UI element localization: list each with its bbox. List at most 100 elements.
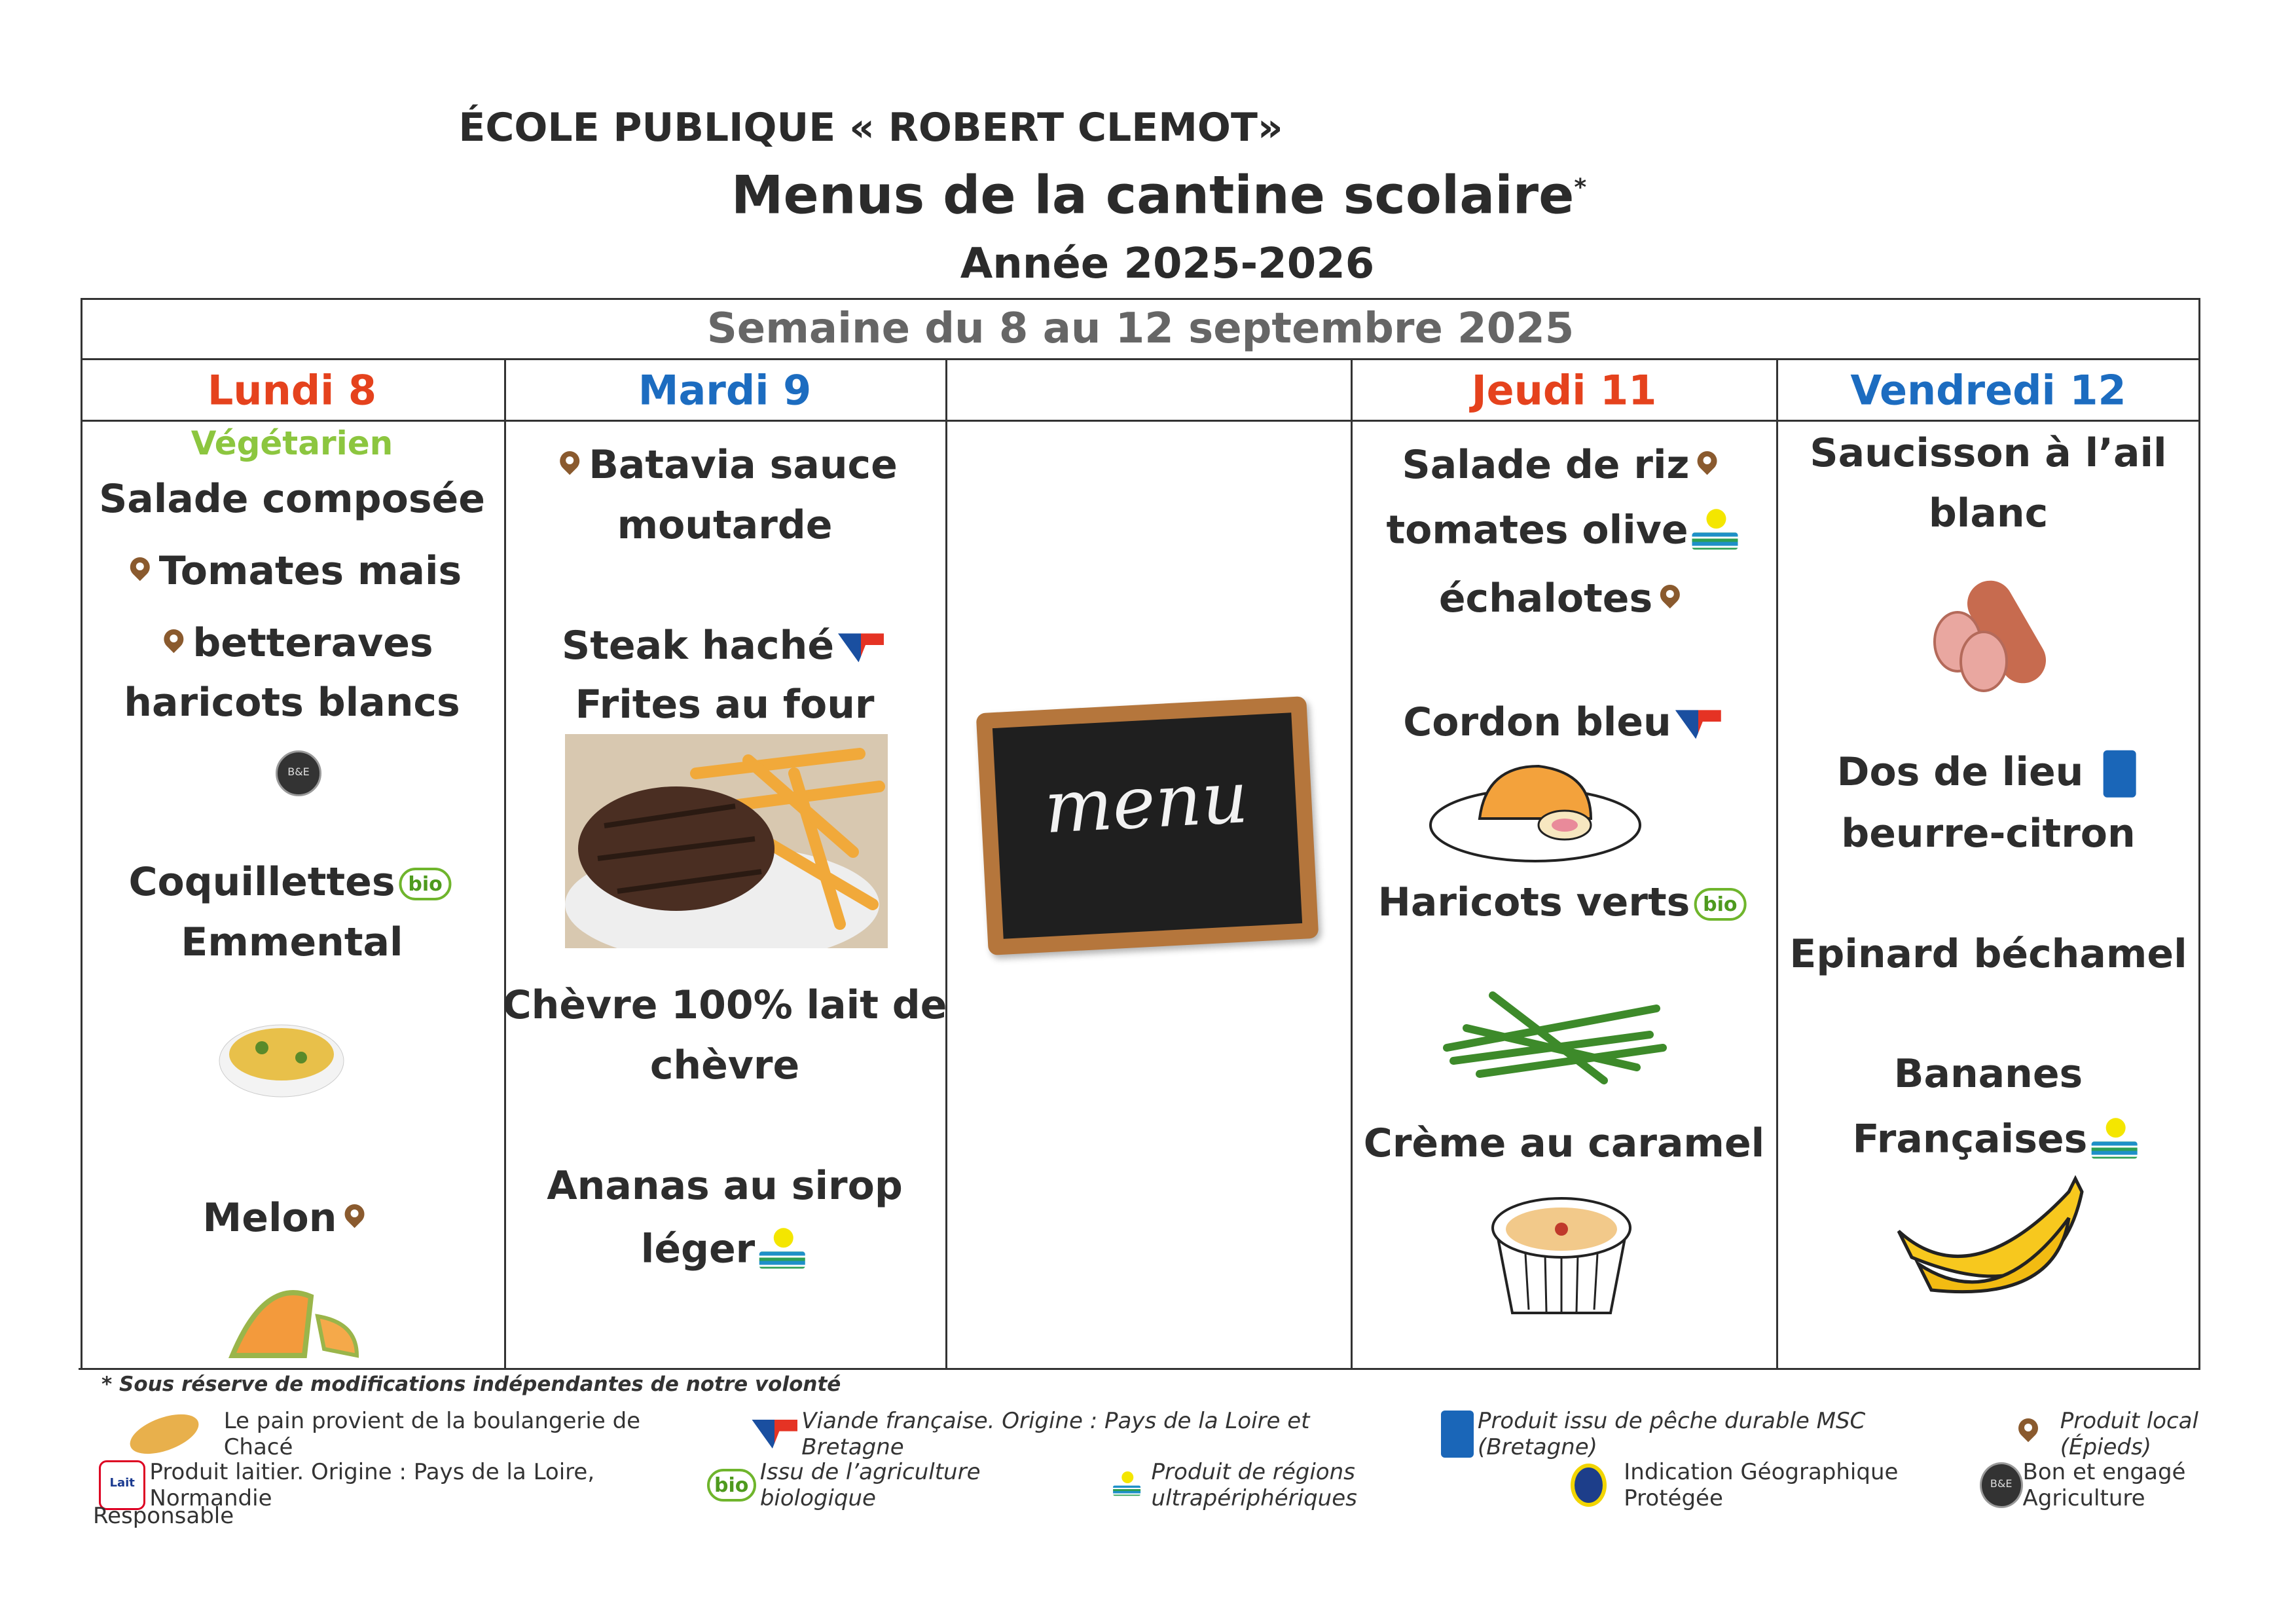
menu-item-text: Dos de lieu <box>1836 748 2084 795</box>
legend-text: Viande française. Origine : Pays de la L… <box>801 1408 1310 1460</box>
menu-item: Salade composée <box>99 476 485 522</box>
legend-row-1: Le pain provient de la boulangerie de Ch… <box>124 1406 2296 1462</box>
menu-item: Batavia sauce <box>552 442 898 488</box>
local-pin-icon <box>160 627 189 663</box>
menu-item: Coquillettes bio <box>128 859 455 905</box>
title-text: Menus de la cantine scolaire <box>731 164 1575 226</box>
bon-engage-icon: B&E <box>1979 1462 2023 1508</box>
local-pin-icon <box>2014 1416 2043 1452</box>
legend-text: Indication Géographique Protégée <box>1624 1459 1899 1511</box>
menu-item-text: échalotes <box>1438 576 1653 621</box>
table-border-bottom <box>79 1368 2200 1370</box>
menu-item: haricots blancs <box>124 680 460 726</box>
title-asterisk: * <box>1574 174 1587 201</box>
column-divider <box>945 358 947 1369</box>
menu-item: tomates olive <box>1386 507 1741 555</box>
viande-francaise-icon <box>838 633 884 663</box>
viande-francaise-icon <box>752 1420 798 1449</box>
rup-icon <box>2091 1118 2138 1164</box>
menu-item-text: Tomates mais <box>158 548 462 594</box>
local-pin-icon <box>126 555 155 591</box>
menu-item-text: Steak haché <box>561 623 835 669</box>
menu-item-text: tomates olive <box>1386 507 1688 553</box>
legend-text: Issu de l’agriculture biologique <box>759 1459 981 1511</box>
menu-item: chèvre <box>649 1043 800 1088</box>
chalkboard-text: menu <box>992 712 1303 939</box>
viande-francaise-icon <box>1675 710 1721 739</box>
green-beans-image <box>1443 991 1667 1084</box>
menu-chalkboard-image: menu <box>975 696 1319 955</box>
legend-text: Bon et engagé Agriculture <box>2022 1459 2186 1511</box>
bread-icon <box>124 1406 204 1462</box>
menu-item-text: léger <box>640 1226 756 1272</box>
sausage-image <box>1933 580 2046 692</box>
menu-item: échalotes <box>1439 576 1689 621</box>
local-pin-icon <box>1693 449 1722 485</box>
vegetarian-tag: Végétarien <box>191 424 393 462</box>
pasta-dish-image <box>219 1024 344 1098</box>
menu-item: Epinard béchamel <box>1789 931 2187 977</box>
menu-item: Haricots verts bio <box>1378 879 1751 925</box>
menu-item: Dos de lieu <box>1837 749 2140 798</box>
column-divider <box>1776 358 1778 1369</box>
school-year: Année 2025-2026 <box>960 240 1375 288</box>
bananas-image <box>1897 1175 2084 1294</box>
msc-icon <box>2103 750 2136 798</box>
cordon-bleu-image <box>1429 764 1641 862</box>
steak-frites-image <box>565 734 888 948</box>
msc-icon <box>1441 1411 1474 1458</box>
day-header-lundi: Lundi 8 <box>207 366 377 415</box>
menu-item-text: Salade de riz <box>1402 442 1690 488</box>
menu-item: Tomates mais <box>122 548 462 594</box>
bio-icon: bio <box>399 868 452 901</box>
menu-item: moutarde <box>617 502 833 548</box>
legend-row-2: Lait Produit laitier. Origine : Pays de … <box>95 1459 2296 1511</box>
menu-item: Melon <box>203 1195 374 1241</box>
menu-item: beurre-citron <box>1841 811 2136 857</box>
menu-item: Saucisson à l’ail <box>1810 430 2167 476</box>
table-border-top <box>81 298 2200 300</box>
table-border-right <box>2198 298 2200 1369</box>
menu-item-text: Haricots verts <box>1377 879 1690 925</box>
menu-item: Ananas au sirop <box>547 1163 903 1209</box>
bio-icon: bio <box>1694 888 1747 921</box>
disclaimer-note: * Sous réserve de modifications indépend… <box>101 1373 841 1396</box>
menu-item: Chèvre 100% lait de <box>502 982 947 1028</box>
local-pin-icon <box>556 449 585 485</box>
menu-item: Bananes <box>1893 1051 2083 1097</box>
page-title: Menus de la cantine scolaire* <box>731 165 1586 226</box>
legend-text: Le pain provient de la boulangerie de Ch… <box>223 1408 641 1460</box>
menu-item: blanc <box>1928 490 2049 536</box>
menu-item-text: Batavia sauce <box>589 442 898 488</box>
lait-france-icon: Lait <box>99 1460 146 1510</box>
table-divider <box>81 358 2200 360</box>
legend-text: Produit issu de pêche durable MSC (Breta… <box>1477 1408 1866 1460</box>
igp-icon <box>1571 1464 1607 1507</box>
legend-text: Produit local (Épieds) <box>2060 1408 2198 1460</box>
day-header-jeudi: Jeudi 11 <box>1471 366 1657 415</box>
table-divider <box>81 420 2200 422</box>
menu-item: Crème au caramel <box>1363 1120 1765 1166</box>
table-border-left <box>81 298 82 1369</box>
column-divider <box>504 358 506 1369</box>
creme-caramel-image <box>1491 1197 1631 1314</box>
legend-text: Produit de régions ultrapériphériques <box>1151 1459 1357 1511</box>
rup-icon <box>759 1228 805 1274</box>
menu-item: Cordon bleu <box>1403 699 1725 745</box>
column-divider <box>1351 358 1353 1369</box>
rup-icon <box>1113 1471 1141 1499</box>
menu-item: Emmental <box>181 919 403 965</box>
menu-item: betteraves <box>156 620 433 666</box>
legend-text: Produit laitier. Origine : Pays de la Lo… <box>149 1459 595 1511</box>
local-pin-icon <box>340 1202 369 1238</box>
week-label: Semaine du 8 au 12 septembre 2025 <box>706 304 1575 353</box>
legend-text: Responsable <box>93 1503 234 1529</box>
menu-item-text: betteraves <box>192 620 433 666</box>
melon-image <box>228 1290 359 1358</box>
menu-item-text: Françaises <box>1852 1116 2088 1162</box>
menu-item: Françaises <box>1853 1116 2141 1164</box>
menu-item: Salade de riz <box>1402 442 1726 488</box>
day-header-vendredi: Vendredi 12 <box>1850 366 2126 415</box>
menu-item: Frites au four <box>575 682 875 728</box>
bio-icon: bio <box>706 1469 756 1502</box>
